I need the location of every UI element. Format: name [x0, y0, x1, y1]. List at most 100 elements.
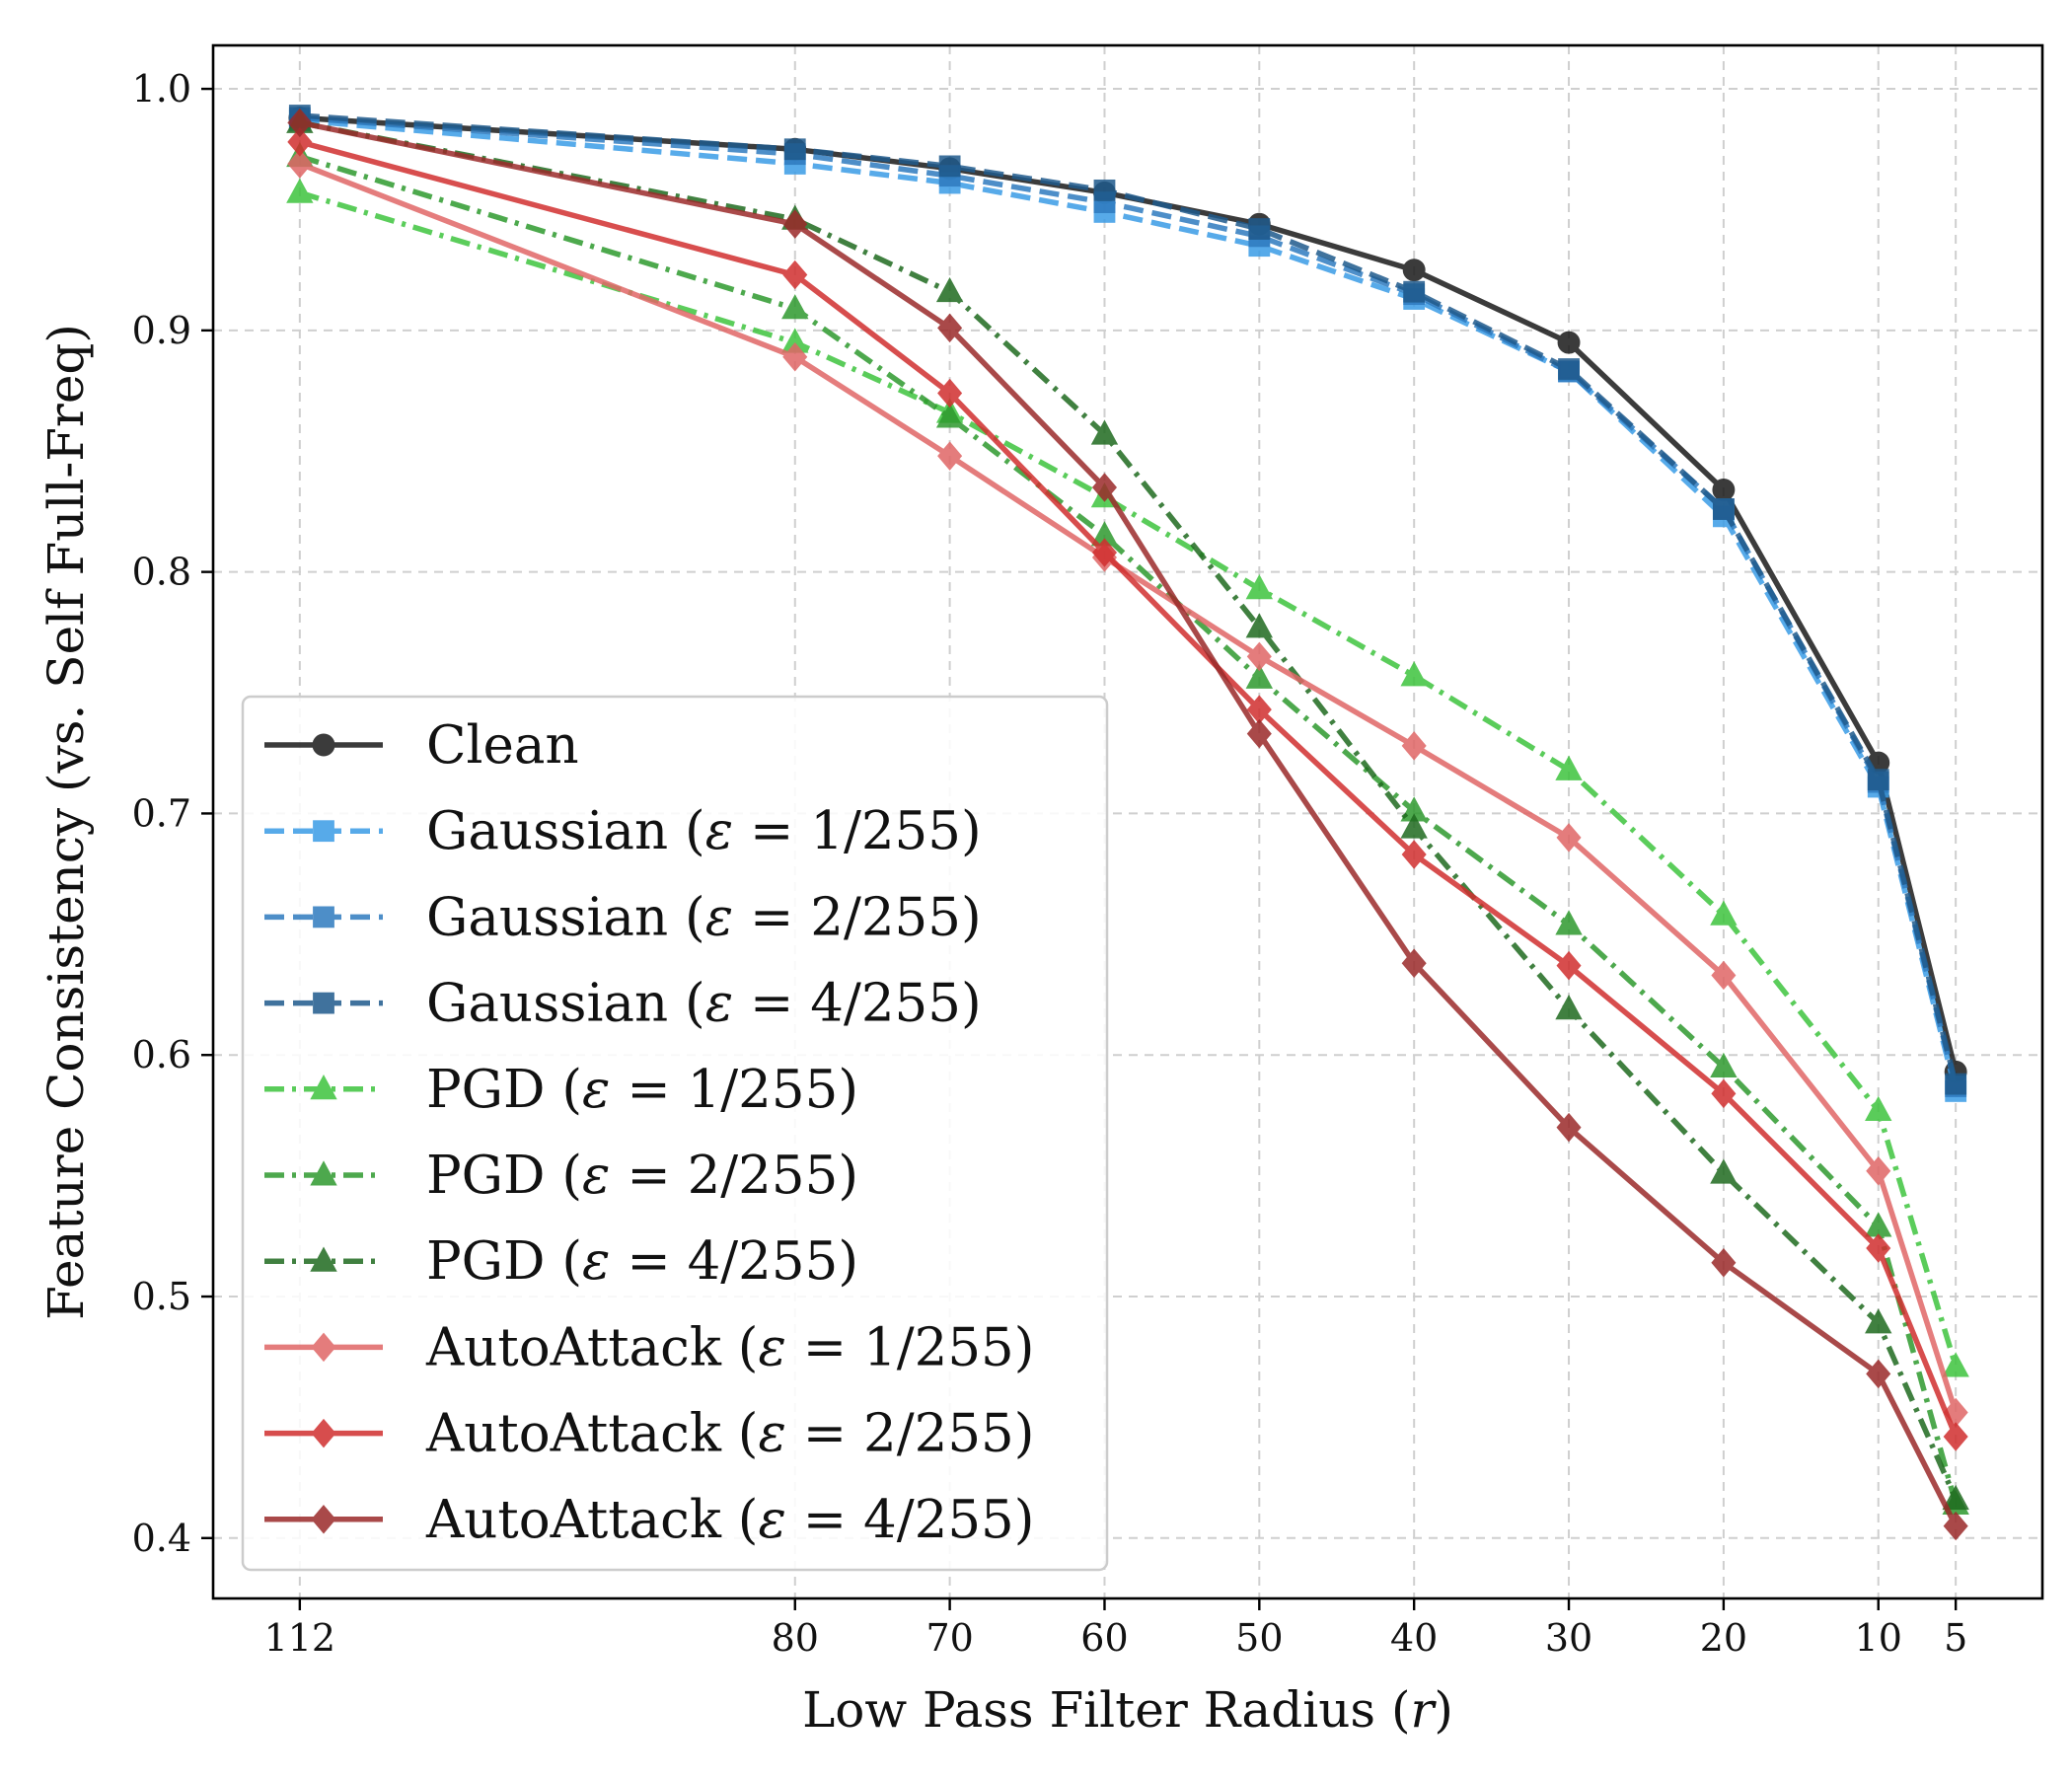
circle-marker [1712, 478, 1736, 501]
legend-label-epsilon: ε [582, 1146, 610, 1206]
legend-label-value: = 2/255) [610, 1146, 858, 1206]
triangle-marker [286, 178, 314, 203]
x-tick-label: 5 [1944, 1616, 1967, 1660]
square-marker [1093, 179, 1116, 201]
y-axis-title: Feature Consistency (vs. Self Full-Freq) [37, 324, 95, 1320]
triangle-marker [1400, 813, 1428, 839]
diamond-marker [1866, 1233, 1891, 1263]
square-marker [1403, 280, 1426, 303]
diamond-marker [782, 209, 808, 239]
y-tick-label: 0.4 [132, 1517, 191, 1560]
x-tick-label: 60 [1080, 1616, 1128, 1660]
square-marker [783, 138, 806, 161]
legend-label: AutoAttack (ε = 4/255) [425, 1490, 1034, 1550]
series-line [299, 112, 1959, 1085]
triangle-marker [1865, 1095, 1892, 1122]
triangle-marker [1942, 1484, 1969, 1511]
diamond-marker [937, 378, 963, 408]
triangle-marker [935, 276, 964, 303]
legend-label-epsilon: ε [582, 1060, 610, 1120]
diamond-marker [311, 1505, 336, 1534]
legend-label-value: = 1/255) [786, 1317, 1035, 1377]
diamond-marker [782, 260, 808, 290]
legend-label: AutoAttack (ε = 1/255) [425, 1317, 1034, 1377]
triangle-marker [1245, 613, 1274, 638]
axis-ticks: 112 80 70 60 50 40 30 20 10 5 0.4 0.5 0.6 0.7 0.8 0.9 1.… [132, 67, 1968, 1660]
series-lines [286, 105, 1969, 1541]
diamond-marker [937, 441, 963, 471]
diamond-marker [1401, 731, 1427, 761]
series-group [286, 141, 1969, 1516]
x-tick-label: 80 [772, 1616, 819, 1660]
diamond-marker [1401, 948, 1427, 978]
diamond-marker [1556, 1112, 1582, 1143]
legend-label-epsilon: ε [758, 1317, 785, 1377]
legend-label-value: = 2/255) [786, 1404, 1035, 1464]
legend-label-name: Gaussian ( [426, 974, 705, 1034]
diamond-marker [782, 342, 808, 372]
legend-label-epsilon: ε [582, 1231, 610, 1292]
diamond-marker [1943, 1422, 1968, 1451]
triangle-marker [1245, 574, 1274, 600]
x-tick-label: 112 [264, 1616, 336, 1660]
circle-marker [312, 733, 335, 757]
triangle-marker [1555, 755, 1583, 780]
legend-entry-handle [264, 1332, 383, 1363]
triangle-marker [310, 1075, 337, 1100]
y-tick-label: 0.8 [132, 551, 191, 594]
legend-entry-handle [264, 733, 383, 757]
y-tick-label: 0.5 [132, 1275, 191, 1318]
square-marker [313, 820, 334, 843]
legend-label-value: = 4/255) [786, 1490, 1035, 1550]
x-tick-label: 40 [1390, 1616, 1438, 1660]
series-group [287, 108, 1968, 1541]
y-tick-label: 0.7 [132, 791, 191, 835]
triangle-marker [310, 1160, 337, 1186]
diamond-marker [1711, 1247, 1737, 1278]
diamond-marker [1246, 641, 1272, 672]
legend-label-name: AutoAttack ( [425, 1490, 758, 1550]
triangle-marker [1400, 661, 1428, 687]
legend-label-name: PGD ( [426, 1146, 582, 1206]
legend-label-epsilon: ε [705, 974, 733, 1034]
legend-label-name: AutoAttack ( [425, 1317, 758, 1377]
legend-entry-handle [264, 1505, 383, 1534]
legend-label: PGD (ε = 2/255) [426, 1146, 858, 1206]
y-tick-label: 0.9 [132, 309, 191, 352]
square-marker [1248, 218, 1271, 240]
triangle-marker [935, 403, 964, 428]
diamond-marker [1246, 718, 1272, 749]
diamond-marker [1711, 960, 1737, 991]
x-axis-title-main: Low Pass Filter Radius ( [802, 1681, 1410, 1739]
x-axis-title-close: ) [1434, 1681, 1453, 1739]
diamond-marker [311, 1332, 336, 1363]
triangle-marker [1710, 900, 1738, 926]
legend-label: AutoAttack (ε = 2/255) [425, 1404, 1034, 1464]
series-group [287, 127, 1968, 1451]
triangle-marker [1245, 663, 1274, 689]
triangle-marker [1555, 994, 1583, 1020]
legend-label-name: Gaussian ( [426, 887, 705, 947]
legend-label-epsilon: ε [705, 887, 733, 947]
legend-label-value: = 4/255) [733, 974, 982, 1034]
y-tick-label: 1.0 [132, 67, 191, 111]
diamond-marker [1711, 1078, 1737, 1109]
legend-label-value: = 2/255) [733, 887, 982, 947]
series-line [299, 119, 1959, 1527]
legend-label: Gaussian (ε = 4/255) [426, 974, 982, 1034]
square-marker [1867, 769, 1889, 791]
legend-label-epsilon: ε [758, 1404, 785, 1464]
triangle-marker [1942, 1352, 1969, 1377]
series-group [288, 105, 1967, 1095]
triangle-marker [781, 294, 809, 320]
legend-label: Gaussian (ε = 1/255) [426, 801, 982, 861]
square-marker [313, 992, 334, 1014]
legend-label: Clean [426, 715, 579, 776]
triangle-marker [1710, 1052, 1738, 1077]
legend-entry-handle [264, 1246, 383, 1272]
square-marker [1558, 358, 1580, 380]
legend-entry-handle [264, 1160, 383, 1186]
x-axis-title: Low Pass Filter Radius (r) [802, 1681, 1453, 1739]
